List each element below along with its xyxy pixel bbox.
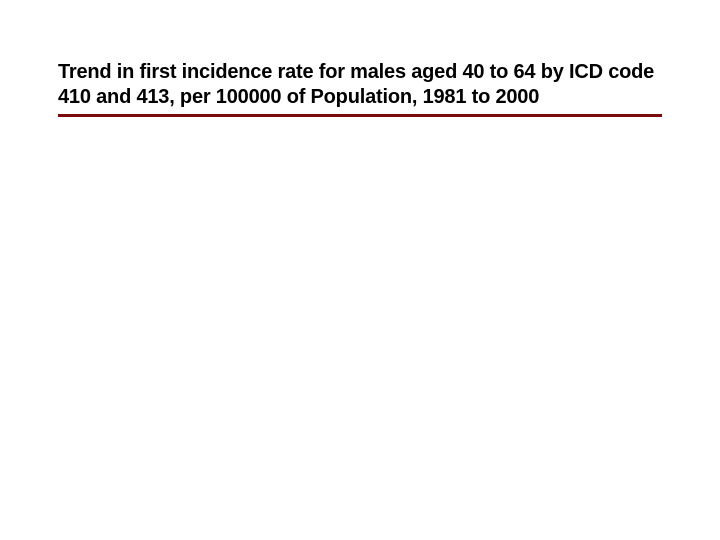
title-underline-rule [58,114,662,117]
slide-container: Trend in first incidence rate for males … [0,0,720,540]
slide-title: Trend in first incidence rate for males … [58,60,662,110]
title-block: Trend in first incidence rate for males … [58,60,662,110]
